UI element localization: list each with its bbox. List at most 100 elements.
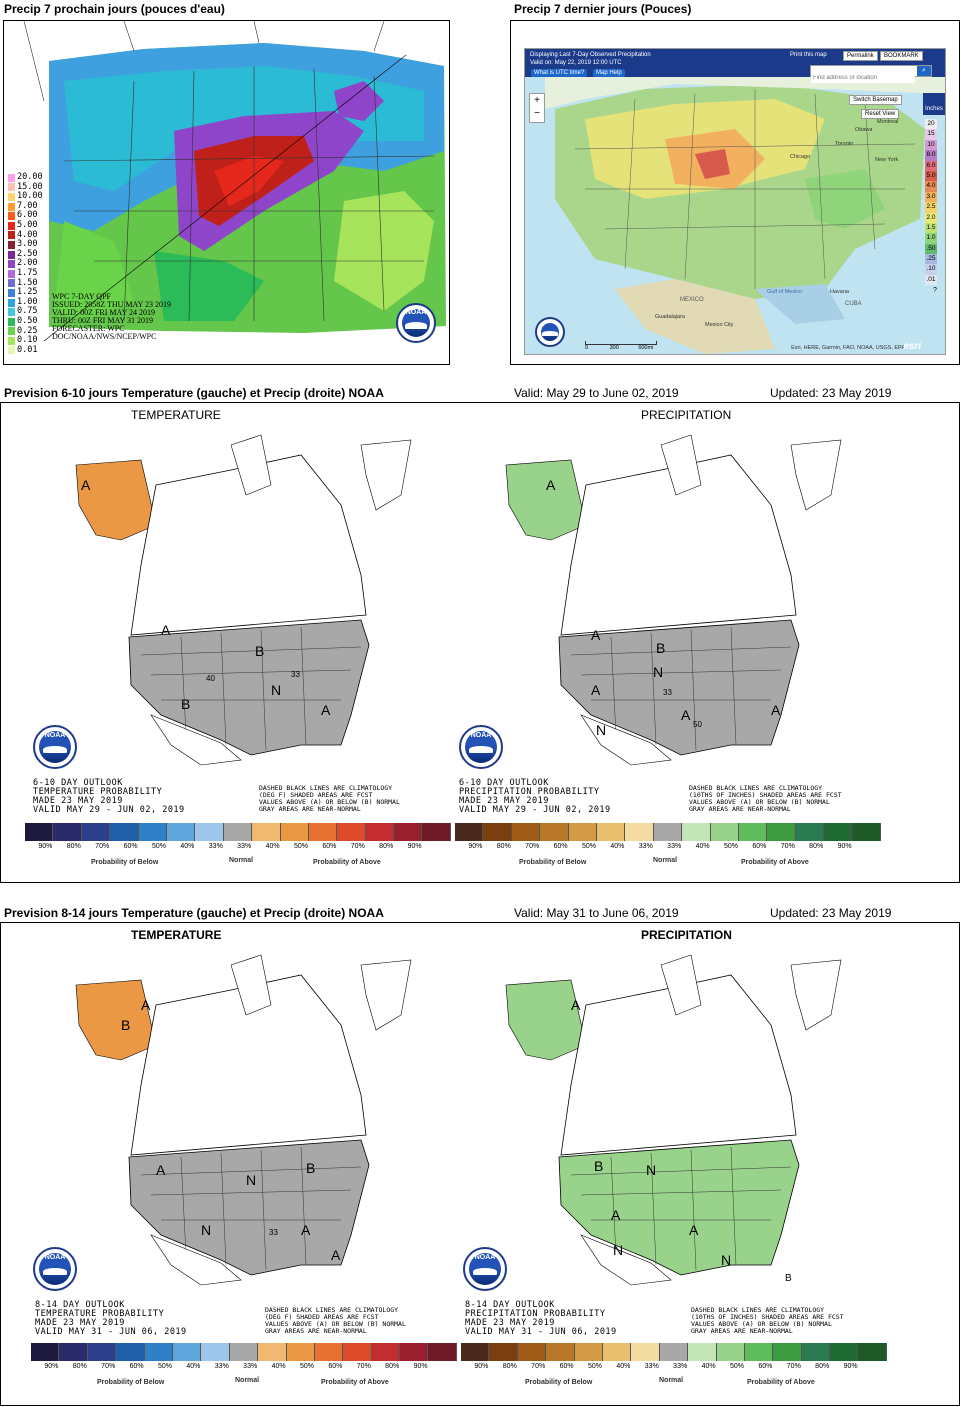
inches-scale-item: 20 xyxy=(925,119,937,130)
forecast-letter: N xyxy=(613,1242,623,1258)
inches-scale-item: 3.0 xyxy=(925,191,937,203)
precip-note-8-14: DASHED BLACK LINES ARE CLIMATOLOGY (10THS… xyxy=(691,1307,844,1335)
temp-outlook-text-6-10: 6-10 DAY OUTLOOK TEMPERATURE PROBABILITY M… xyxy=(33,779,185,815)
outlook-line: VALUES ABOVE (A) OR BELOW (B) NORMAL xyxy=(265,1320,406,1328)
precip-scale-swatch xyxy=(602,1343,632,1361)
scale-tick: 33% xyxy=(237,843,252,850)
zoom-out-button[interactable]: − xyxy=(534,108,540,119)
precip-scale-swatch xyxy=(546,1343,575,1361)
arctic-island xyxy=(230,434,272,496)
temp-scale-swatch xyxy=(87,1343,117,1361)
wpc-legend-row: 2.50 xyxy=(8,248,43,260)
scale-tick: 80% xyxy=(496,843,511,850)
bookmark-button[interactable]: BOOKMARK xyxy=(880,51,923,61)
precip-label-6-10: PRECIPITATION xyxy=(641,408,732,422)
outlook-line: MADE 23 MAY 2019 xyxy=(459,796,549,806)
mexico xyxy=(580,714,672,766)
wpc-legend-value: 2.50 xyxy=(17,248,38,259)
wpc-legend-swatch xyxy=(8,221,15,230)
scale-tick: 50% xyxy=(299,1363,315,1370)
map-help-button[interactable]: Map Help xyxy=(593,69,625,77)
wpc-info-line: THRU: 00Z FRI MAY 31 2019 xyxy=(52,316,153,325)
info-icon[interactable]: ? xyxy=(933,287,937,294)
precip-scale-swatch xyxy=(489,1343,518,1361)
wpc-legend-swatch xyxy=(8,308,15,317)
location-search-input[interactable] xyxy=(811,73,915,83)
precip-scale-swatch xyxy=(682,823,711,841)
panel-header-observed: Precip 7 dernier jours (Pouces) xyxy=(514,2,692,16)
state-line xyxy=(180,1156,187,1256)
temp-scale-swatch xyxy=(138,823,167,841)
precip-outlook-text-6-10: 6-10 DAY OUTLOOK PRECIPITATION PROBABILIT… xyxy=(459,779,611,815)
outlook-line: VALID MAY 29 - JUN 02, 2019 xyxy=(459,805,611,815)
forecast-letter: A xyxy=(546,477,556,493)
updated-6-10: Updated: 23 May 2019 xyxy=(770,386,892,400)
wpc-legend-row: 0.01 xyxy=(8,345,43,356)
outlook-line: GRAY AREAS ARE NEAR-NORMAL xyxy=(689,805,791,813)
inches-scale-item: 5.0 xyxy=(925,170,937,182)
forecast-letter: N xyxy=(596,722,606,738)
scale-label-600: 600mi xyxy=(638,345,654,351)
scale-tick: 60% xyxy=(322,843,337,850)
outlook-line: PRECIPITATION PROBABILITY xyxy=(459,787,600,797)
scale-tick: 90% xyxy=(843,1363,858,1370)
outlook-line: (DEG F) SHADED AREAS ARE FCST xyxy=(265,1313,379,1321)
state-line xyxy=(650,1152,657,1266)
forecast-letter: A xyxy=(141,997,151,1013)
alaska xyxy=(75,979,157,1061)
state-line xyxy=(610,636,617,736)
permalink-button[interactable]: Permalink xyxy=(843,51,878,61)
reset-view-button[interactable]: Reset View xyxy=(861,109,900,119)
utc-button[interactable]: What is UTC time? xyxy=(531,69,588,77)
forecast-letter: N xyxy=(271,682,281,698)
outlook-line: (10THS OF INCHES) SHADED AREAS ARE FCST xyxy=(691,1313,844,1321)
forecast-letter: A xyxy=(591,682,601,698)
state-line xyxy=(140,646,362,656)
temp-scale-swatch xyxy=(144,1343,173,1361)
precip-scale-swatch xyxy=(625,823,654,841)
outlook-6-10-panel: TEMPERATURE PRECIPITATION A A B B N A 40 33 A A B N… xyxy=(0,402,960,883)
forecast-letter: A xyxy=(156,1162,166,1178)
scale-tick: 90% xyxy=(407,843,422,850)
location-search[interactable]: ⌕ xyxy=(810,65,932,83)
outlook-line: VALID MAY 29 - JUN 02, 2019 xyxy=(33,805,185,815)
wpc-legend-row: 1.00 xyxy=(8,297,43,308)
wpc-legend-row: 0.10 xyxy=(8,335,43,346)
wpc-legend-value: 2.00 xyxy=(17,258,38,269)
forecast-letter: N xyxy=(646,1162,656,1178)
precip-label-8-14: PRECIPITATION xyxy=(641,928,732,942)
scale-tick: 60% xyxy=(129,1363,144,1370)
wpc-legend-swatch xyxy=(8,317,15,326)
wpc-legend-value: 4.00 xyxy=(17,229,38,240)
temp-scale-swatch xyxy=(252,823,281,841)
scale-tick: 33% xyxy=(243,1363,258,1370)
wpc-legend-value: 0.50 xyxy=(17,315,38,326)
scale-tick: 60% xyxy=(553,843,568,850)
forecast-letter: B xyxy=(785,1273,792,1284)
forecast-letter: B xyxy=(306,1160,315,1176)
temp-scale-8-14 xyxy=(31,1343,457,1361)
temp-scale-6-10 xyxy=(25,823,451,841)
scale-tick: 90% xyxy=(837,843,852,850)
switch-basemap-button[interactable]: Switch Basemap xyxy=(849,95,902,105)
inches-scale-item: .50 xyxy=(925,243,937,255)
banner-line-1: Displaying Last 7-Day Observed Precipita… xyxy=(530,52,651,58)
precip-scale-swatch xyxy=(801,1343,831,1361)
scale-tick: 90% xyxy=(44,1363,59,1370)
temp-scale-swatch xyxy=(59,1343,88,1361)
inches-scale-item: .10 xyxy=(925,264,937,275)
temp-scale-swatch xyxy=(371,1343,401,1361)
zoom-in-button[interactable]: + xyxy=(534,95,540,106)
outlook-line: DASHED BLACK LINES ARE CLIMATOLOGY xyxy=(689,784,823,792)
scale-tick: 50% xyxy=(723,843,739,850)
inches-header: Inches xyxy=(923,93,945,115)
print-map-link[interactable]: Print this map xyxy=(790,52,827,58)
wpc-qpf-map xyxy=(4,21,449,342)
outlook-line: GRAY AREAS ARE NEAR-NORMAL xyxy=(265,1327,367,1335)
temp-scale-swatch xyxy=(394,823,423,841)
inches-scale-item: 8.0 xyxy=(925,150,937,161)
precip-outlook-text-8-14: 8-14 DAY OUTLOOK PRECIPITATION PROBABILIT… xyxy=(465,1301,617,1337)
below-cap-precip-6-10: Probability of Below xyxy=(519,859,587,866)
scale-tick: 40% xyxy=(701,1363,716,1370)
search-icon[interactable]: ⌕ xyxy=(917,66,931,76)
